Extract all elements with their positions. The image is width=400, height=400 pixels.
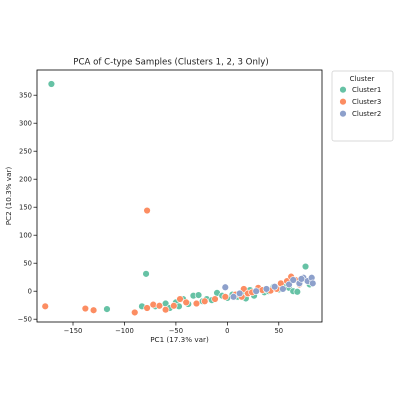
chart-title: PCA of C-type Samples (Clusters 1, 2, 3 …	[73, 58, 268, 68]
scatter-point-cluster1	[194, 291, 203, 299]
scatter-point-cluster1	[301, 262, 310, 271]
x-tick-label: 0	[225, 327, 229, 335]
x-tick-label: −50	[169, 327, 183, 335]
scatter-point-cluster3	[201, 297, 209, 305]
y-axis: −50 0 50 100 150 200 250 300 350	[18, 92, 37, 324]
scatter-point-cluster3	[221, 293, 229, 301]
legend-title: Cluster	[350, 75, 375, 83]
scatter-point-cluster2	[309, 279, 317, 288]
y-tick-label: 100	[19, 232, 32, 240]
legend-items: Cluster1 Cluster3 Cluster2	[339, 85, 381, 118]
legend-marker-cluster3	[339, 97, 347, 106]
scatter-point-cluster3	[131, 308, 139, 317]
scatter-point-cluster3	[211, 295, 219, 303]
x-tick-label: −100	[115, 327, 134, 335]
y-tick-label: 300	[19, 120, 32, 128]
legend-label-cluster2: Cluster2	[352, 110, 381, 118]
legend-box	[331, 70, 394, 142]
scatter-point-cluster3	[161, 305, 170, 314]
y-tick-label: 350	[19, 92, 32, 100]
scatter-point-cluster3	[182, 298, 190, 307]
legend-label-cluster1: Cluster1	[352, 86, 381, 94]
scatter-point-cluster2	[262, 285, 271, 293]
scatter-point-cluster2	[229, 293, 238, 301]
scatter-point-cluster2	[279, 285, 287, 293]
scatter-point-cluster3	[89, 306, 98, 314]
y-axis-label: PC2 (10.3% var)	[4, 167, 13, 226]
series-cluster2	[221, 274, 317, 301]
scatter-point-cluster1	[293, 288, 302, 296]
scatter-point-cluster2	[221, 283, 229, 291]
y-tick-label: 200	[19, 176, 32, 184]
plot-frame	[36, 69, 323, 323]
x-tick-label: −150	[64, 327, 83, 335]
scatter-point-cluster3	[192, 299, 201, 308]
scatter-point-cluster3	[155, 302, 164, 310]
scatter-point-cluster2	[289, 276, 297, 284]
scatter-point-cluster3	[170, 302, 178, 310]
y-tick-label: −50	[18, 316, 32, 324]
legend-marker-cluster1	[339, 85, 347, 94]
scatter-point-cluster3	[149, 300, 157, 309]
x-tick-label: 50	[274, 327, 283, 335]
legend-label-cluster3: Cluster3	[352, 98, 381, 106]
scatter-point-cluster2	[297, 275, 306, 283]
legend: Cluster Cluster1 Cluster3 Cluster2	[331, 70, 394, 142]
y-tick-label: 0	[28, 288, 32, 296]
scatter-point-cluster2	[235, 289, 244, 298]
y-tick-label: 150	[19, 204, 32, 212]
scatter-point-cluster3	[41, 302, 49, 311]
scatter-point-cluster2	[252, 287, 260, 295]
scatter-point-cluster1	[142, 270, 150, 278]
scatter-point-cluster3	[143, 304, 151, 312]
x-axis: −150 −100 −50 0 50	[64, 322, 283, 335]
scatter-points	[41, 80, 317, 317]
legend-marker-cluster2	[339, 109, 347, 118]
scatter-point-cluster1	[47, 80, 56, 88]
y-tick-label: 50	[23, 260, 32, 268]
scatter-point-cluster3	[176, 295, 184, 303]
scatter-point-cluster2	[270, 283, 279, 291]
x-axis-label: PC1 (17.3% var)	[150, 335, 209, 344]
scatter-point-cluster3	[81, 304, 90, 313]
scatter-point-cluster1	[103, 305, 111, 313]
y-tick-label: 250	[19, 148, 32, 156]
scatter-point-cluster3	[143, 206, 151, 215]
series-cluster3	[41, 206, 304, 317]
